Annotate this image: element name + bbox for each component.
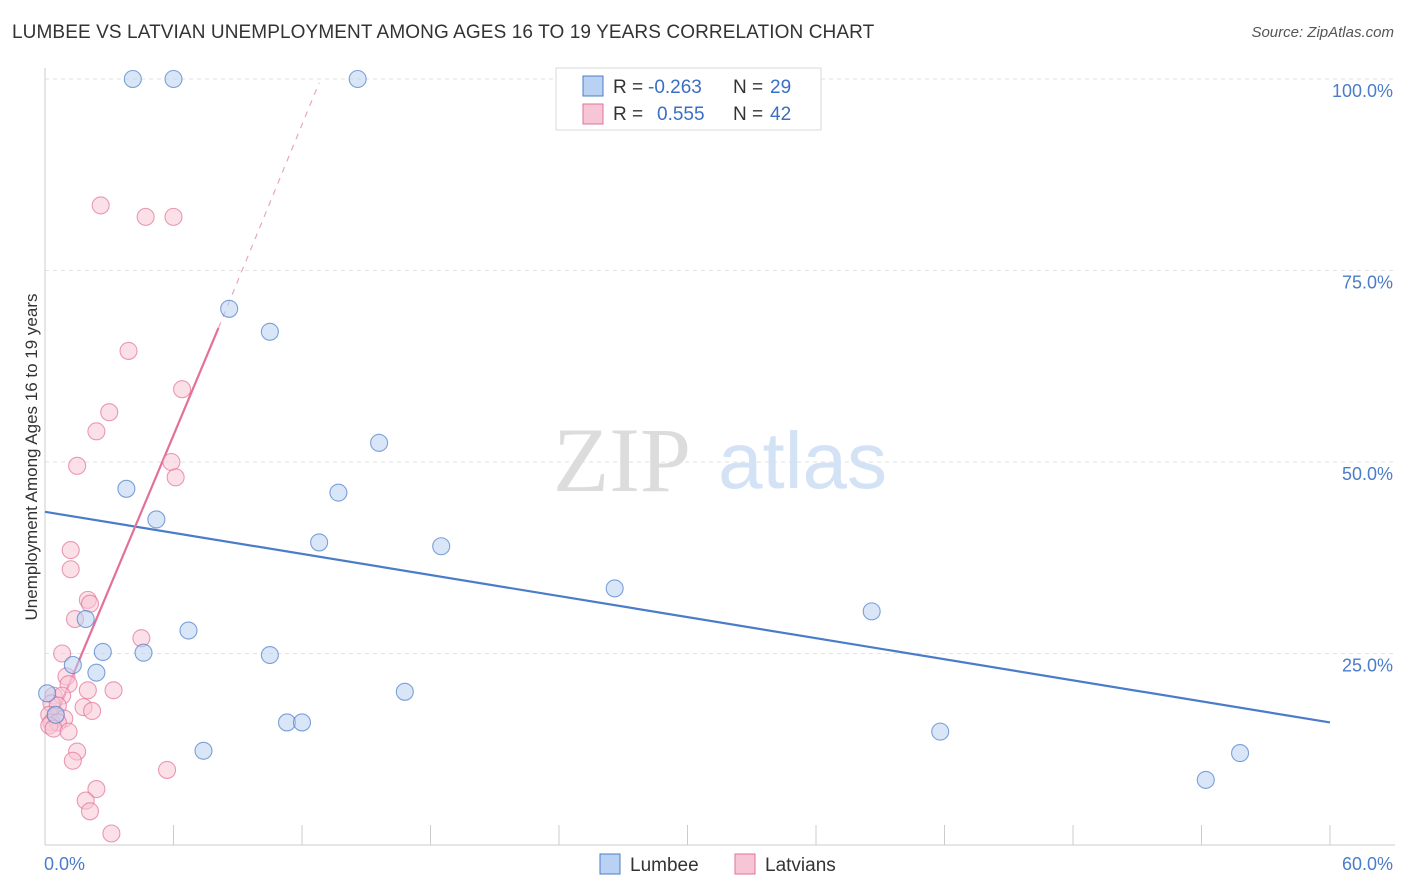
stats-n-label-latvians: N = — [733, 104, 763, 125]
stats-n-value-latvians: 42 — [770, 104, 791, 125]
point-latvians-38 — [87, 780, 106, 799]
stats-swatch-latvians — [582, 103, 604, 125]
data-points — [38, 69, 1250, 843]
watermark-zip: ZIP — [553, 409, 691, 511]
point-lumbee-10 — [432, 537, 451, 556]
legend-swatch-latvians — [734, 853, 756, 875]
point-latvians-9 — [166, 468, 185, 487]
y-tick-label-2: 75.0% — [1342, 273, 1393, 293]
point-lumbee-16 — [134, 643, 153, 662]
point-latvians-41 — [102, 824, 121, 843]
watermark-atlas: atlas — [718, 416, 887, 505]
trend-lines — [44, 82, 1331, 727]
point-lumbee-2 — [348, 69, 367, 89]
point-latvians-36 — [63, 751, 82, 770]
trend-line-latvians-extension — [217, 82, 320, 329]
point-latvians-7 — [68, 456, 87, 475]
point-lumbee-6 — [117, 479, 136, 498]
point-latvians-10 — [61, 541, 80, 560]
point-latvians-4 — [173, 380, 192, 399]
point-lumbee-25 — [194, 741, 213, 760]
stats-r-value-lumbee: -0.263 — [648, 77, 702, 98]
source-label: Source: ZipAtlas.com — [1251, 24, 1394, 41]
point-latvians-40 — [80, 802, 100, 821]
point-latvians-13 — [80, 594, 100, 613]
point-latvians-37 — [158, 760, 177, 779]
trend-line-lumbee — [44, 510, 1331, 724]
point-latvians-26 — [83, 701, 102, 721]
point-lumbee-11 — [605, 579, 624, 598]
stats-r-label-lumbee: R = — [613, 77, 643, 98]
stats-n-label-lumbee: N = — [733, 77, 763, 98]
stats-r-label-latvians: R = — [613, 104, 643, 125]
point-lumbee-28 — [1196, 770, 1215, 789]
point-lumbee-19 — [87, 663, 106, 682]
y-axis-title: Unemployment Among Ages 16 to 19 years — [22, 294, 41, 621]
point-lumbee-8 — [147, 510, 166, 529]
point-latvians-20 — [104, 681, 123, 700]
point-lumbee-12 — [862, 602, 881, 621]
point-lumbee-27 — [1231, 744, 1250, 763]
point-latvians-8 — [162, 452, 181, 472]
point-latvians-6 — [87, 422, 106, 441]
point-lumbee-17 — [260, 645, 279, 665]
stats-legend: R = -0.263 N = 29 R = 0.555 N = 42 — [555, 67, 822, 131]
y-tick-label-0: 25.0% — [1342, 656, 1393, 676]
point-lumbee-5 — [370, 433, 389, 452]
series-legend: Lumbee Latvians — [599, 853, 836, 876]
point-lumbee-3 — [220, 299, 239, 318]
point-latvians-11 — [61, 560, 80, 579]
point-lumbee-21 — [38, 684, 57, 703]
point-latvians-1 — [136, 207, 155, 226]
legend-label-lumbee: Lumbee — [630, 855, 699, 876]
y-tick-label-1: 50.0% — [1342, 464, 1393, 484]
legend-swatch-lumbee — [599, 853, 621, 875]
x-tick-labels: 0.0% 60.0% — [44, 854, 1393, 874]
stats-r-value-latvians: 0.555 — [657, 104, 705, 125]
legend-label-latvians: Latvians — [765, 855, 836, 876]
point-lumbee-26 — [931, 722, 950, 741]
point-lumbee-0 — [123, 69, 142, 89]
point-lumbee-22 — [46, 705, 65, 724]
x-tick-label-0: 0.0% — [44, 854, 85, 874]
watermark: ZIP atlas — [553, 409, 887, 511]
point-latvians-34 — [59, 722, 78, 741]
point-lumbee-15 — [93, 642, 112, 662]
point-latvians-2 — [164, 207, 183, 226]
x-tick-label-1: 60.0% — [1342, 854, 1393, 874]
stats-swatch-lumbee — [582, 75, 604, 97]
y-tick-label-3: 100.0% — [1332, 81, 1393, 101]
y-tick-labels: 25.0% 50.0% 75.0% 100.0% — [1332, 81, 1393, 676]
gridlines — [45, 78, 1395, 654]
point-lumbee-14 — [179, 621, 198, 640]
point-lumbee-13 — [76, 609, 95, 629]
point-lumbee-24 — [292, 713, 312, 732]
point-latvians-19 — [78, 681, 97, 700]
point-lumbee-4 — [260, 322, 279, 341]
point-lumbee-1 — [164, 69, 183, 89]
stats-n-value-lumbee: 29 — [770, 77, 791, 98]
point-lumbee-18 — [63, 655, 82, 675]
chart-title: LUMBEE VS LATVIAN UNEMPLOYMENT AMONG AGE… — [12, 22, 875, 43]
point-latvians-5 — [100, 403, 119, 422]
point-lumbee-7 — [329, 483, 348, 502]
point-latvians-0 — [91, 196, 110, 215]
point-lumbee-9 — [310, 533, 329, 552]
point-latvians-16 — [53, 644, 72, 663]
point-lumbee-20 — [395, 682, 414, 701]
point-latvians-3 — [119, 341, 138, 360]
